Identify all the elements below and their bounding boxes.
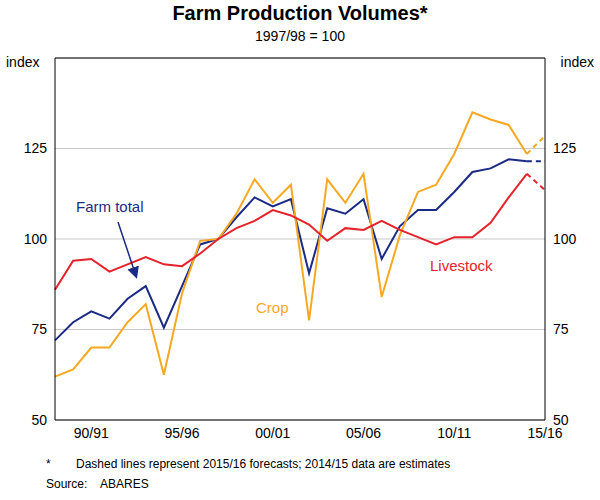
svg-text:95/96: 95/96 (165, 425, 200, 441)
svg-text:125: 125 (24, 140, 48, 156)
svg-text:50: 50 (31, 412, 47, 428)
svg-text:10/11: 10/11 (437, 425, 471, 441)
html-text:index: index (6, 54, 40, 70)
html-text:1997/98 = 100: 1997/98 = 100 (255, 28, 345, 44)
html-text:Source:: Source: (46, 477, 88, 491)
svg-text:125: 125 (553, 140, 577, 156)
svg-text:50: 50 (553, 412, 569, 428)
svg-text:15/16: 15/16 (527, 424, 563, 441)
html-text:Dashed lines represent 2015/16: Dashed lines represent 2015/16 forecasts… (76, 457, 451, 471)
html-text:Livestock: Livestock (430, 257, 493, 274)
svg-text:100: 100 (24, 231, 48, 247)
html-text:ABARES: ABARES (100, 477, 149, 491)
html-text:Farm Production Volumes*: Farm Production Volumes* (172, 2, 428, 24)
svg-text:75: 75 (553, 321, 569, 337)
html-text:Crop: Crop (256, 299, 289, 316)
svg-text:90/91: 90/91 (74, 425, 109, 441)
html-text:Farm total: Farm total (76, 198, 144, 215)
svg-text:75: 75 (31, 321, 47, 337)
svg-text:05/06: 05/06 (346, 425, 381, 441)
svg-text:00/01: 00/01 (255, 425, 290, 441)
svg-text:100: 100 (553, 231, 577, 247)
html-text:index: index (560, 54, 594, 70)
